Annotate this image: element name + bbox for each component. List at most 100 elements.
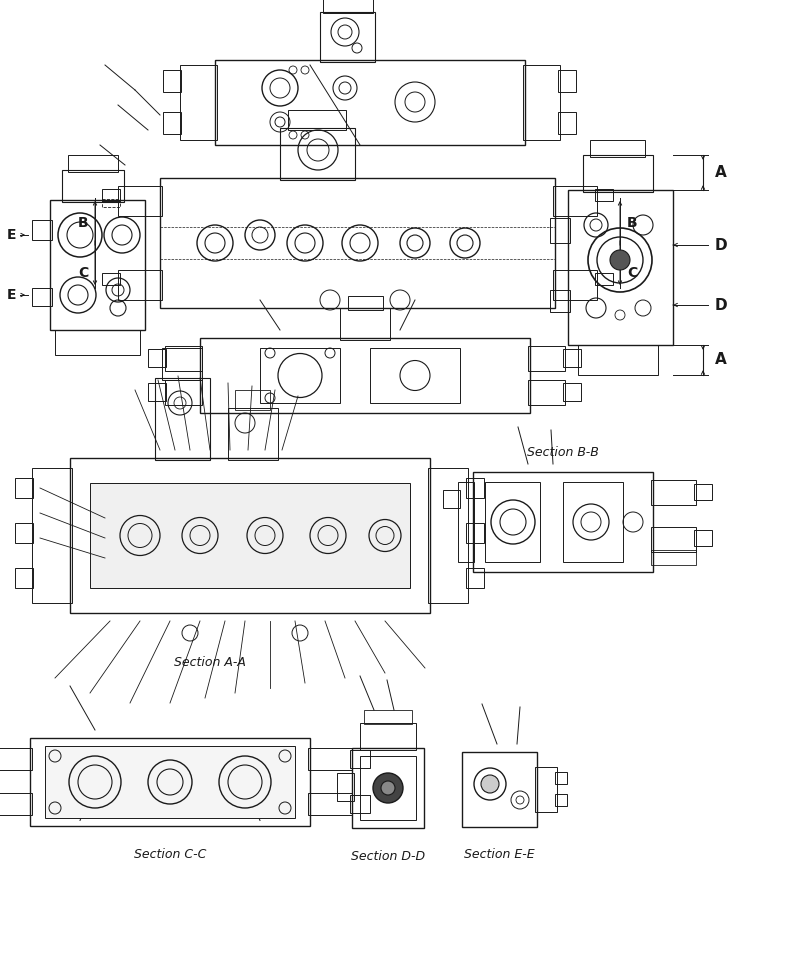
Text: D: D (714, 298, 727, 312)
Bar (260, 348, 340, 403)
Bar (558, 70, 576, 92)
Bar (360, 723, 416, 750)
Bar (528, 380, 565, 405)
Circle shape (381, 781, 395, 795)
Bar (118, 270, 162, 300)
Bar (163, 70, 181, 92)
Bar (563, 482, 623, 562)
Bar (148, 349, 166, 367)
Text: Section E-E: Section E-E (464, 849, 535, 861)
Bar (558, 112, 576, 134)
Bar (352, 748, 424, 828)
Text: Section A-A: Section A-A (174, 656, 246, 670)
Bar (462, 752, 537, 827)
Bar (0, 748, 32, 770)
Bar (70, 458, 430, 613)
Bar (323, 0, 373, 13)
Bar (466, 478, 484, 498)
Bar (360, 756, 416, 820)
Bar (578, 345, 658, 375)
Bar (200, 338, 530, 413)
Bar (350, 795, 370, 813)
Bar (15, 523, 33, 543)
Bar (90, 483, 410, 588)
Bar (62, 170, 124, 202)
Text: E: E (7, 228, 17, 242)
Bar (528, 346, 565, 371)
Bar (458, 482, 474, 562)
Bar (466, 523, 484, 543)
Bar (15, 568, 33, 588)
Bar (235, 390, 270, 410)
Circle shape (481, 775, 499, 793)
Bar (165, 380, 202, 405)
Bar (32, 288, 52, 306)
Bar (553, 270, 597, 300)
Bar (550, 290, 570, 312)
Text: A: A (715, 165, 727, 180)
Text: A: A (715, 353, 727, 367)
Bar (30, 738, 310, 826)
Bar (348, 296, 383, 310)
Bar (280, 128, 355, 180)
Text: B: B (78, 216, 89, 230)
Bar (308, 793, 352, 815)
Text: D: D (714, 237, 727, 253)
Bar (694, 530, 712, 546)
Circle shape (610, 250, 630, 270)
Bar (590, 140, 645, 157)
Bar (320, 12, 375, 62)
Bar (215, 60, 525, 145)
Bar (694, 484, 712, 500)
Bar (555, 772, 567, 784)
Bar (32, 468, 72, 603)
Text: C: C (627, 266, 637, 280)
Bar (118, 186, 162, 216)
Text: Section B-B: Section B-B (527, 446, 599, 458)
Bar (553, 186, 597, 216)
Bar (163, 112, 181, 134)
Bar (68, 155, 118, 172)
Text: C: C (78, 266, 88, 280)
Bar (165, 346, 202, 371)
Bar (595, 273, 613, 285)
Bar (15, 478, 33, 498)
Bar (473, 472, 653, 572)
Bar (0, 793, 32, 815)
Bar (228, 408, 278, 460)
Bar (523, 65, 560, 140)
Bar (651, 527, 696, 552)
Bar (32, 220, 52, 240)
Bar (555, 794, 567, 806)
Bar (340, 308, 390, 340)
Text: Section C-C: Section C-C (134, 848, 206, 860)
Circle shape (373, 773, 403, 803)
Text: B: B (626, 216, 638, 230)
Bar (155, 378, 210, 460)
Bar (350, 750, 370, 768)
Text: Section D-D: Section D-D (351, 850, 425, 863)
Bar (550, 218, 570, 243)
Bar (288, 110, 346, 130)
Bar (50, 200, 145, 330)
Bar (583, 155, 653, 192)
Bar (428, 468, 468, 603)
Bar (370, 348, 460, 403)
Bar (45, 746, 295, 818)
Bar (563, 383, 581, 401)
Bar (568, 190, 673, 345)
Bar (160, 178, 555, 308)
Bar (148, 383, 166, 401)
Bar (466, 568, 484, 588)
Bar (180, 65, 217, 140)
Bar (162, 348, 202, 380)
Text: E: E (7, 288, 17, 302)
Bar (595, 189, 613, 201)
Bar (308, 748, 352, 770)
Bar (337, 773, 354, 801)
Bar (651, 550, 696, 565)
Bar (102, 199, 120, 207)
Bar (563, 349, 581, 367)
Bar (102, 273, 120, 285)
Bar (485, 482, 540, 562)
